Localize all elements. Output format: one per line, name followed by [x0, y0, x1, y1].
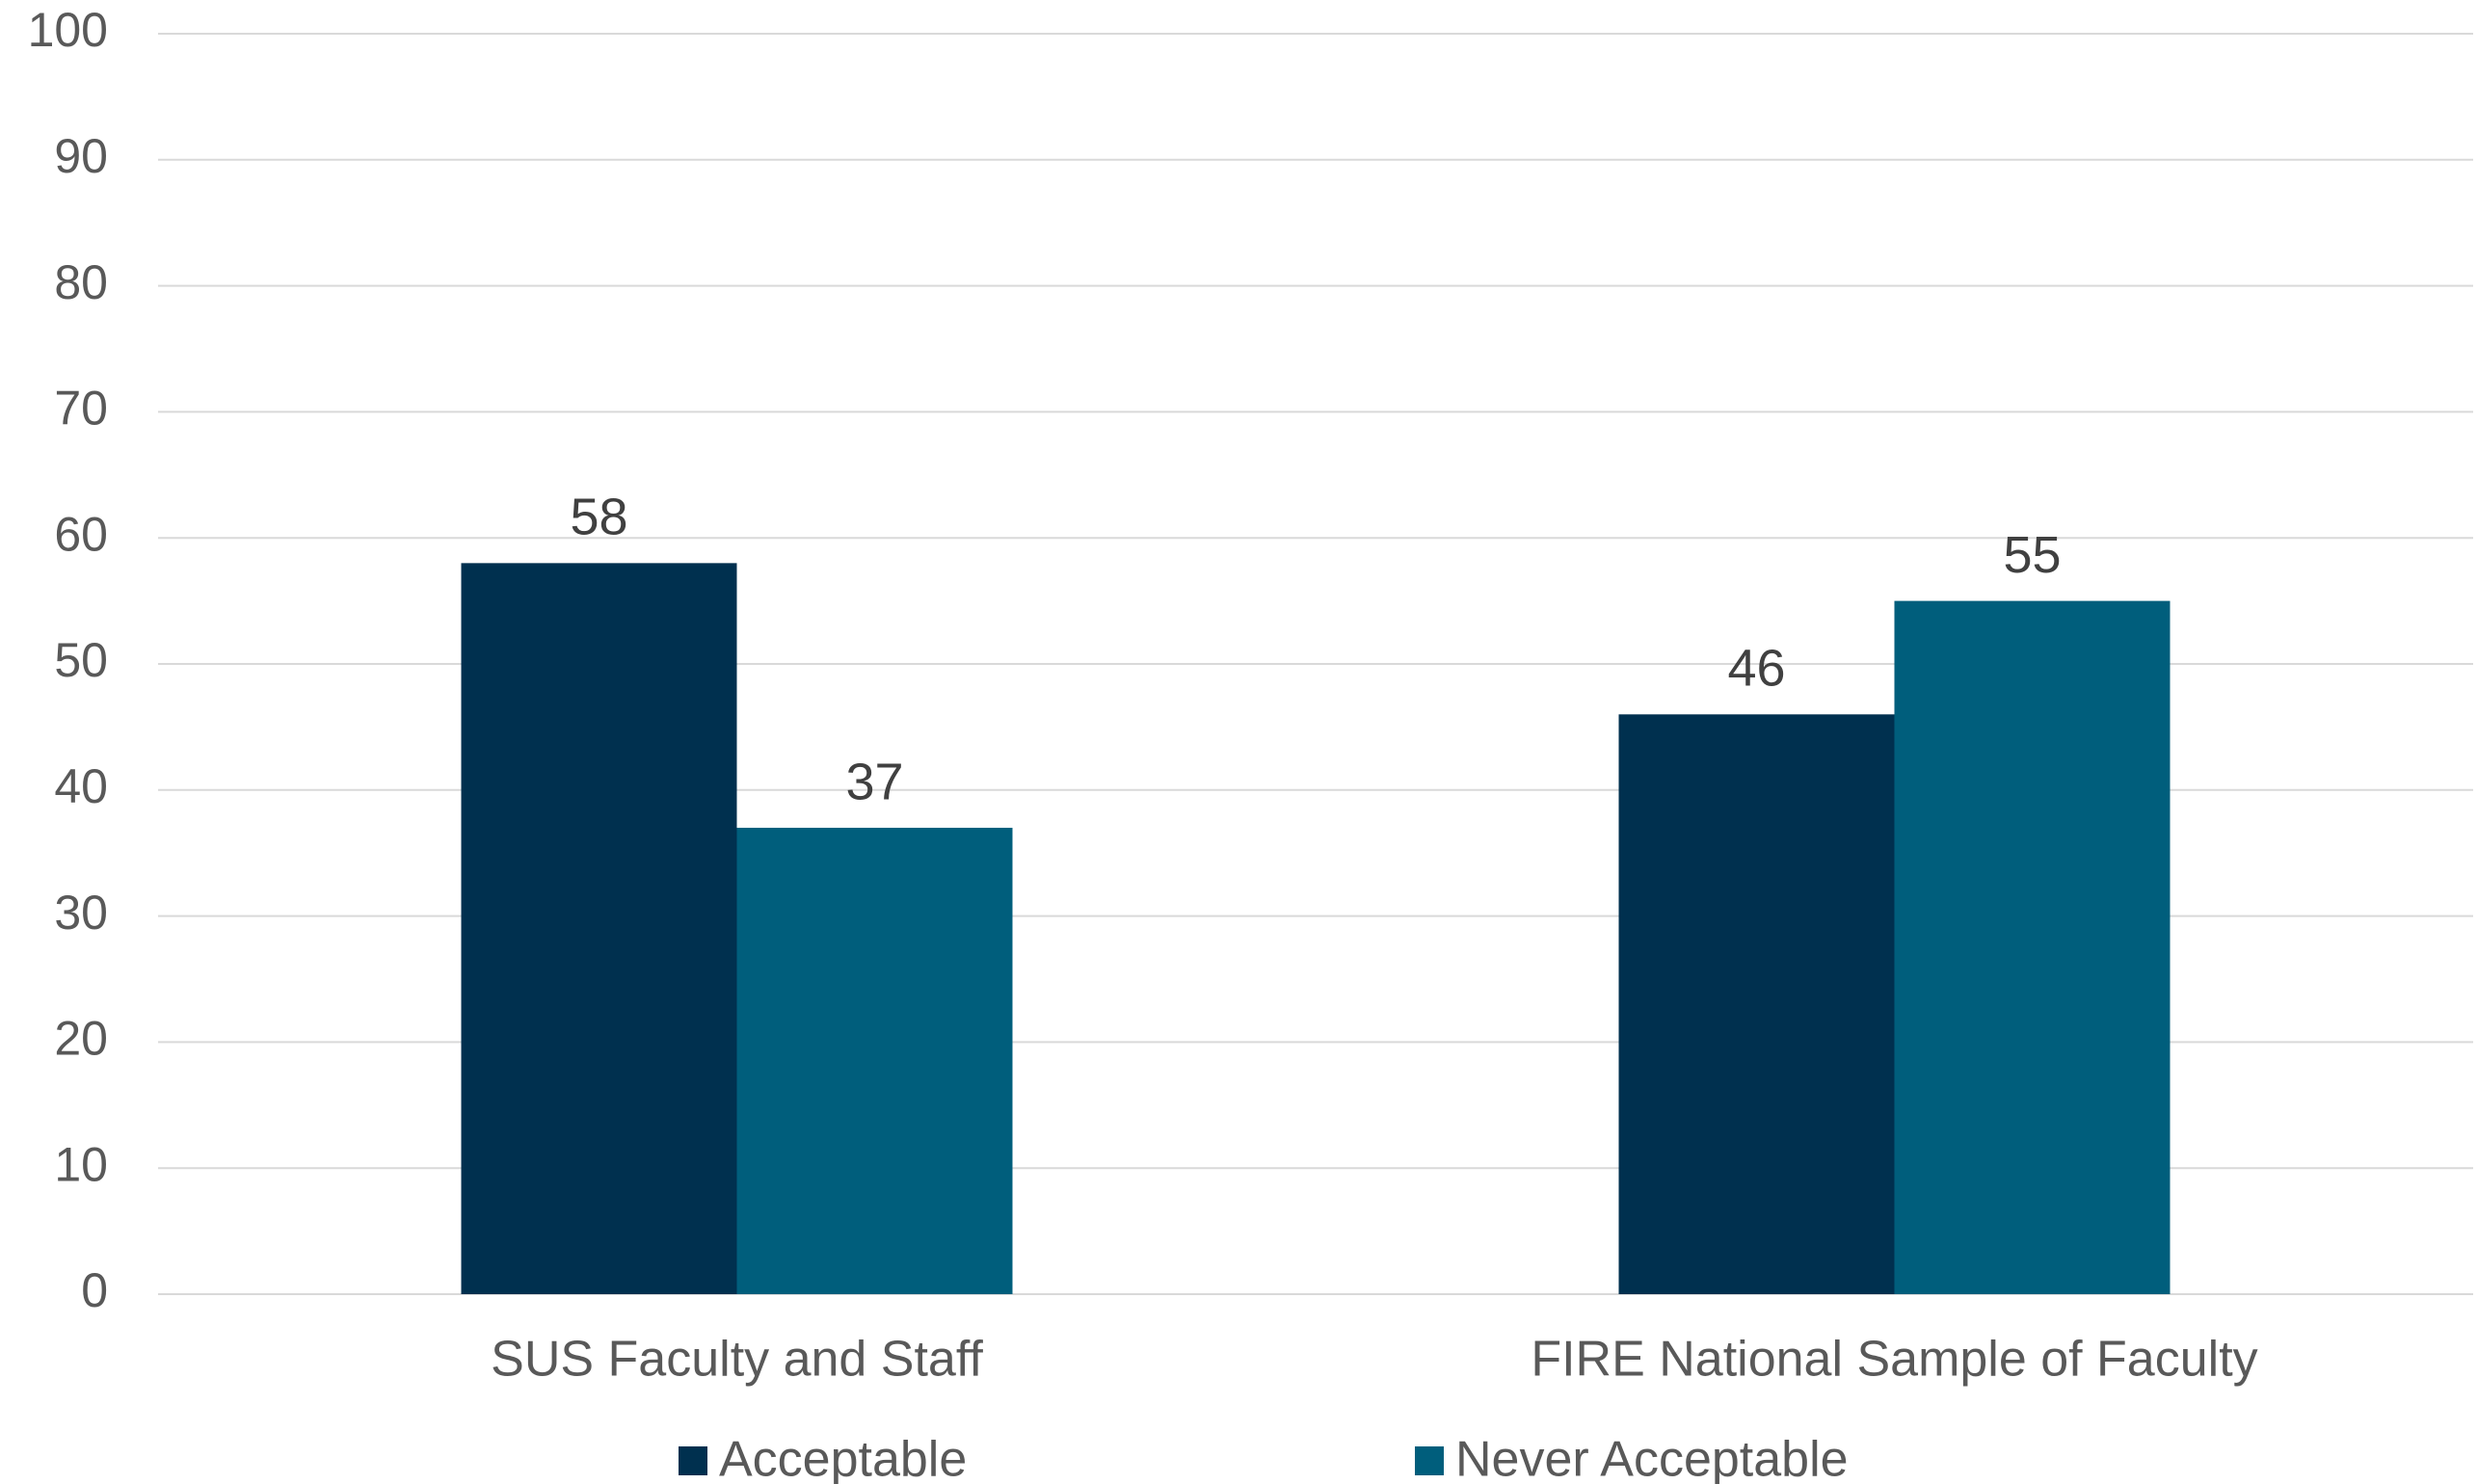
- bar: [736, 828, 1013, 1294]
- x-tick-label: FIRE National Sample of Faculty: [1531, 1332, 2257, 1388]
- x-tick-label: SUS Faculty and Staff: [491, 1332, 983, 1388]
- legend-label: Acceptable: [719, 1432, 967, 1484]
- y-tick-label: 40: [54, 759, 108, 813]
- bar: [461, 563, 737, 1294]
- y-tick-label: 20: [54, 1012, 108, 1066]
- bar: [1894, 600, 2171, 1294]
- y-tick-label: 80: [54, 255, 108, 309]
- y-tick-label: 70: [54, 382, 108, 436]
- y-tick-label: 60: [54, 507, 108, 561]
- y-tick-label: 0: [81, 1263, 108, 1317]
- y-tick-label: 90: [54, 129, 108, 183]
- data-label: 55: [2003, 526, 2061, 584]
- y-tick-label: 50: [54, 633, 108, 687]
- legend-swatch: [1415, 1446, 1444, 1475]
- data-label: 58: [570, 489, 627, 546]
- legend-label: Never Acceptable: [1455, 1432, 1849, 1484]
- y-tick-label: 30: [54, 886, 108, 940]
- data-label: 37: [845, 753, 903, 810]
- data-label: 46: [1727, 640, 1785, 698]
- y-tick-label: 10: [54, 1137, 108, 1191]
- bar: [1618, 714, 1895, 1294]
- legend-swatch: [679, 1446, 707, 1475]
- y-tick-label: 100: [28, 3, 108, 57]
